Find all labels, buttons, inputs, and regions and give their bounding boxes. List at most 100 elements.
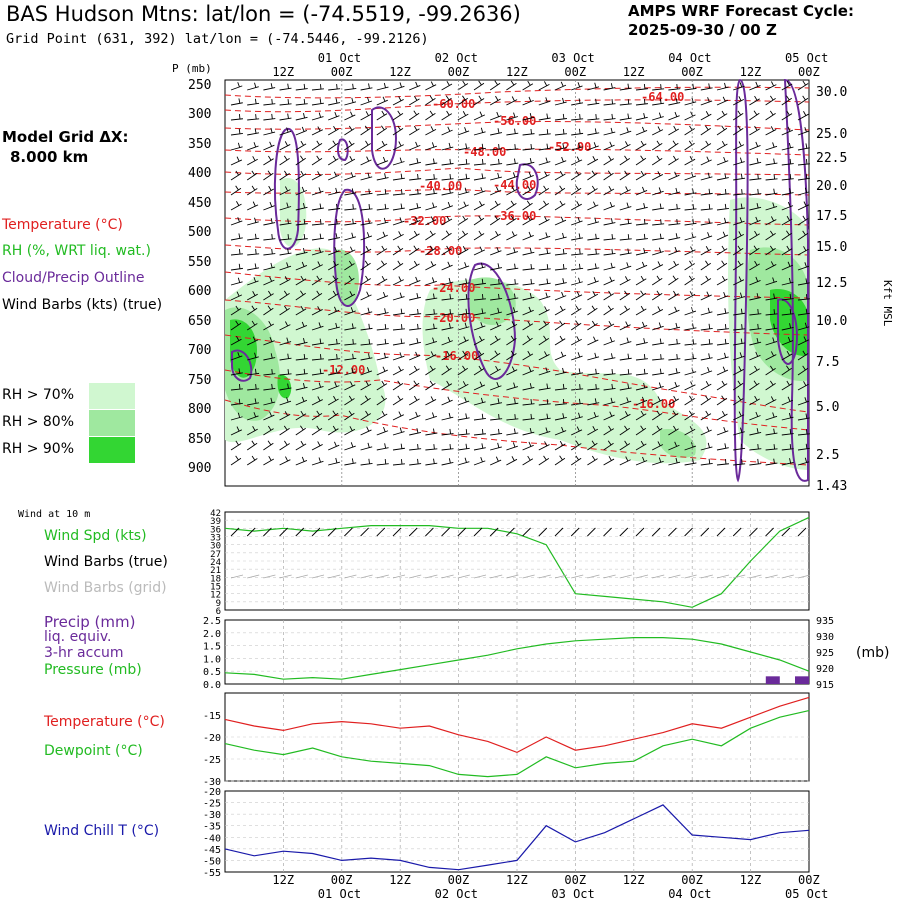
wind-barb [360, 87, 373, 91]
wind-barb-flag [446, 350, 450, 356]
wind-barb-flag [254, 98, 257, 104]
wind-barb-flag [543, 335, 547, 341]
grid-wind-barb [781, 574, 794, 579]
wind-barb [489, 82, 501, 91]
temperature-contour [224, 399, 810, 466]
wind-barb-flag [707, 172, 710, 178]
wind-barb [344, 327, 357, 331]
wind-barb-flag [465, 159, 468, 165]
temperature-contour-label: -32.00 [403, 214, 446, 228]
wind-barb-flag [417, 188, 419, 195]
wind-barb [603, 293, 615, 301]
wind-barb-flag [400, 338, 403, 344]
wind-barb-flag [368, 188, 370, 194]
wind-barb [765, 192, 778, 196]
wind-barb [457, 417, 470, 421]
wind-barb [749, 398, 760, 406]
wind-barb-flag [270, 127, 273, 133]
wind-barb-flag [238, 398, 241, 404]
wind-barb-flag [578, 368, 581, 374]
grid-wind-barb [473, 574, 487, 579]
wind-barb-flag [643, 353, 646, 360]
wind-barb-flag [786, 350, 790, 356]
wind-barb [344, 175, 356, 181]
wind-barb-flag [398, 231, 402, 237]
wind-barb [554, 295, 567, 301]
wind-barb [733, 414, 745, 421]
wind-barb [457, 367, 468, 376]
wind-barb-flag [643, 83, 646, 90]
wind-barb [765, 340, 778, 346]
wind-barb-flag [643, 113, 646, 119]
wind-barb [538, 161, 551, 166]
wind-barb [425, 247, 436, 256]
surface-wind-barb [392, 527, 402, 537]
wind-barb [344, 357, 357, 361]
wind-barb-flag [252, 156, 256, 161]
wind-barb-flag [739, 157, 743, 163]
wind-barb [489, 338, 501, 346]
wind-barb-flag [464, 187, 467, 193]
wind-barb-flag [235, 440, 239, 446]
y-tick-label: -30 [203, 777, 221, 788]
wind-barb [246, 458, 258, 466]
wind-barb-flag [382, 231, 386, 237]
wind-barb [409, 431, 422, 436]
wind-barb-flag [672, 410, 677, 416]
wind-barb [441, 313, 454, 316]
wind-barb [328, 102, 341, 106]
wind-barb-flag [254, 128, 257, 134]
wind-barb-flag [562, 398, 565, 405]
wind-barb-flag [254, 352, 257, 358]
wind-barb-flag [334, 381, 338, 387]
top-date-label: 03 Oct [551, 51, 594, 65]
wind-barb-flag [478, 80, 482, 86]
wind-barb-flag [495, 456, 499, 462]
wind-barb [473, 338, 485, 346]
wind-barb [490, 132, 503, 136]
wind-barb-flag [382, 366, 386, 372]
wind-barb [279, 324, 291, 331]
wind-barb [781, 298, 794, 301]
wind-barb [376, 177, 389, 181]
y-tick-label: -25 [203, 755, 221, 766]
wind-barb-flag [283, 170, 288, 176]
wind-barb-flag [769, 110, 774, 116]
wind-barb-flag [739, 217, 743, 223]
wind-barb-flag [641, 126, 645, 132]
wind-barb [230, 237, 243, 241]
wind-barb [652, 358, 665, 361]
wind-barb-flag [448, 412, 451, 418]
wind-barb-flag [317, 306, 321, 312]
wind-barb [457, 191, 470, 196]
dewpoint-line [224, 710, 810, 778]
wind-barb-flag [286, 202, 289, 208]
wind-barb [295, 116, 308, 121]
wind-barb [441, 340, 453, 346]
wind-barb-flag [462, 80, 466, 86]
wind-barb-flag [235, 185, 239, 191]
wind-barb-flag [659, 98, 662, 104]
y-tick-label: 920 [816, 664, 834, 675]
wind-barb [490, 324, 502, 331]
wind-barb [797, 204, 810, 211]
wind-barb [651, 143, 663, 151]
wind-barb-flag [721, 380, 725, 386]
wind-barb [781, 433, 794, 436]
wind-barb [506, 386, 519, 391]
wind-barb [279, 117, 292, 121]
wind-barb-flag [562, 264, 565, 270]
wind-barb-flag [561, 291, 564, 297]
wind-barb [732, 398, 744, 406]
wind-barb [554, 457, 566, 466]
wind-barb [668, 385, 680, 391]
wind-barb [538, 147, 551, 151]
wind-barb [571, 429, 583, 436]
wind-barb-flag [446, 215, 450, 221]
wind-barb [360, 127, 371, 136]
wind-barb [457, 461, 470, 466]
wind-barb [490, 267, 503, 271]
wind-barb [635, 427, 647, 436]
wind-barb-flag [512, 172, 516, 178]
rh90-label: RH > 90% [2, 441, 75, 457]
